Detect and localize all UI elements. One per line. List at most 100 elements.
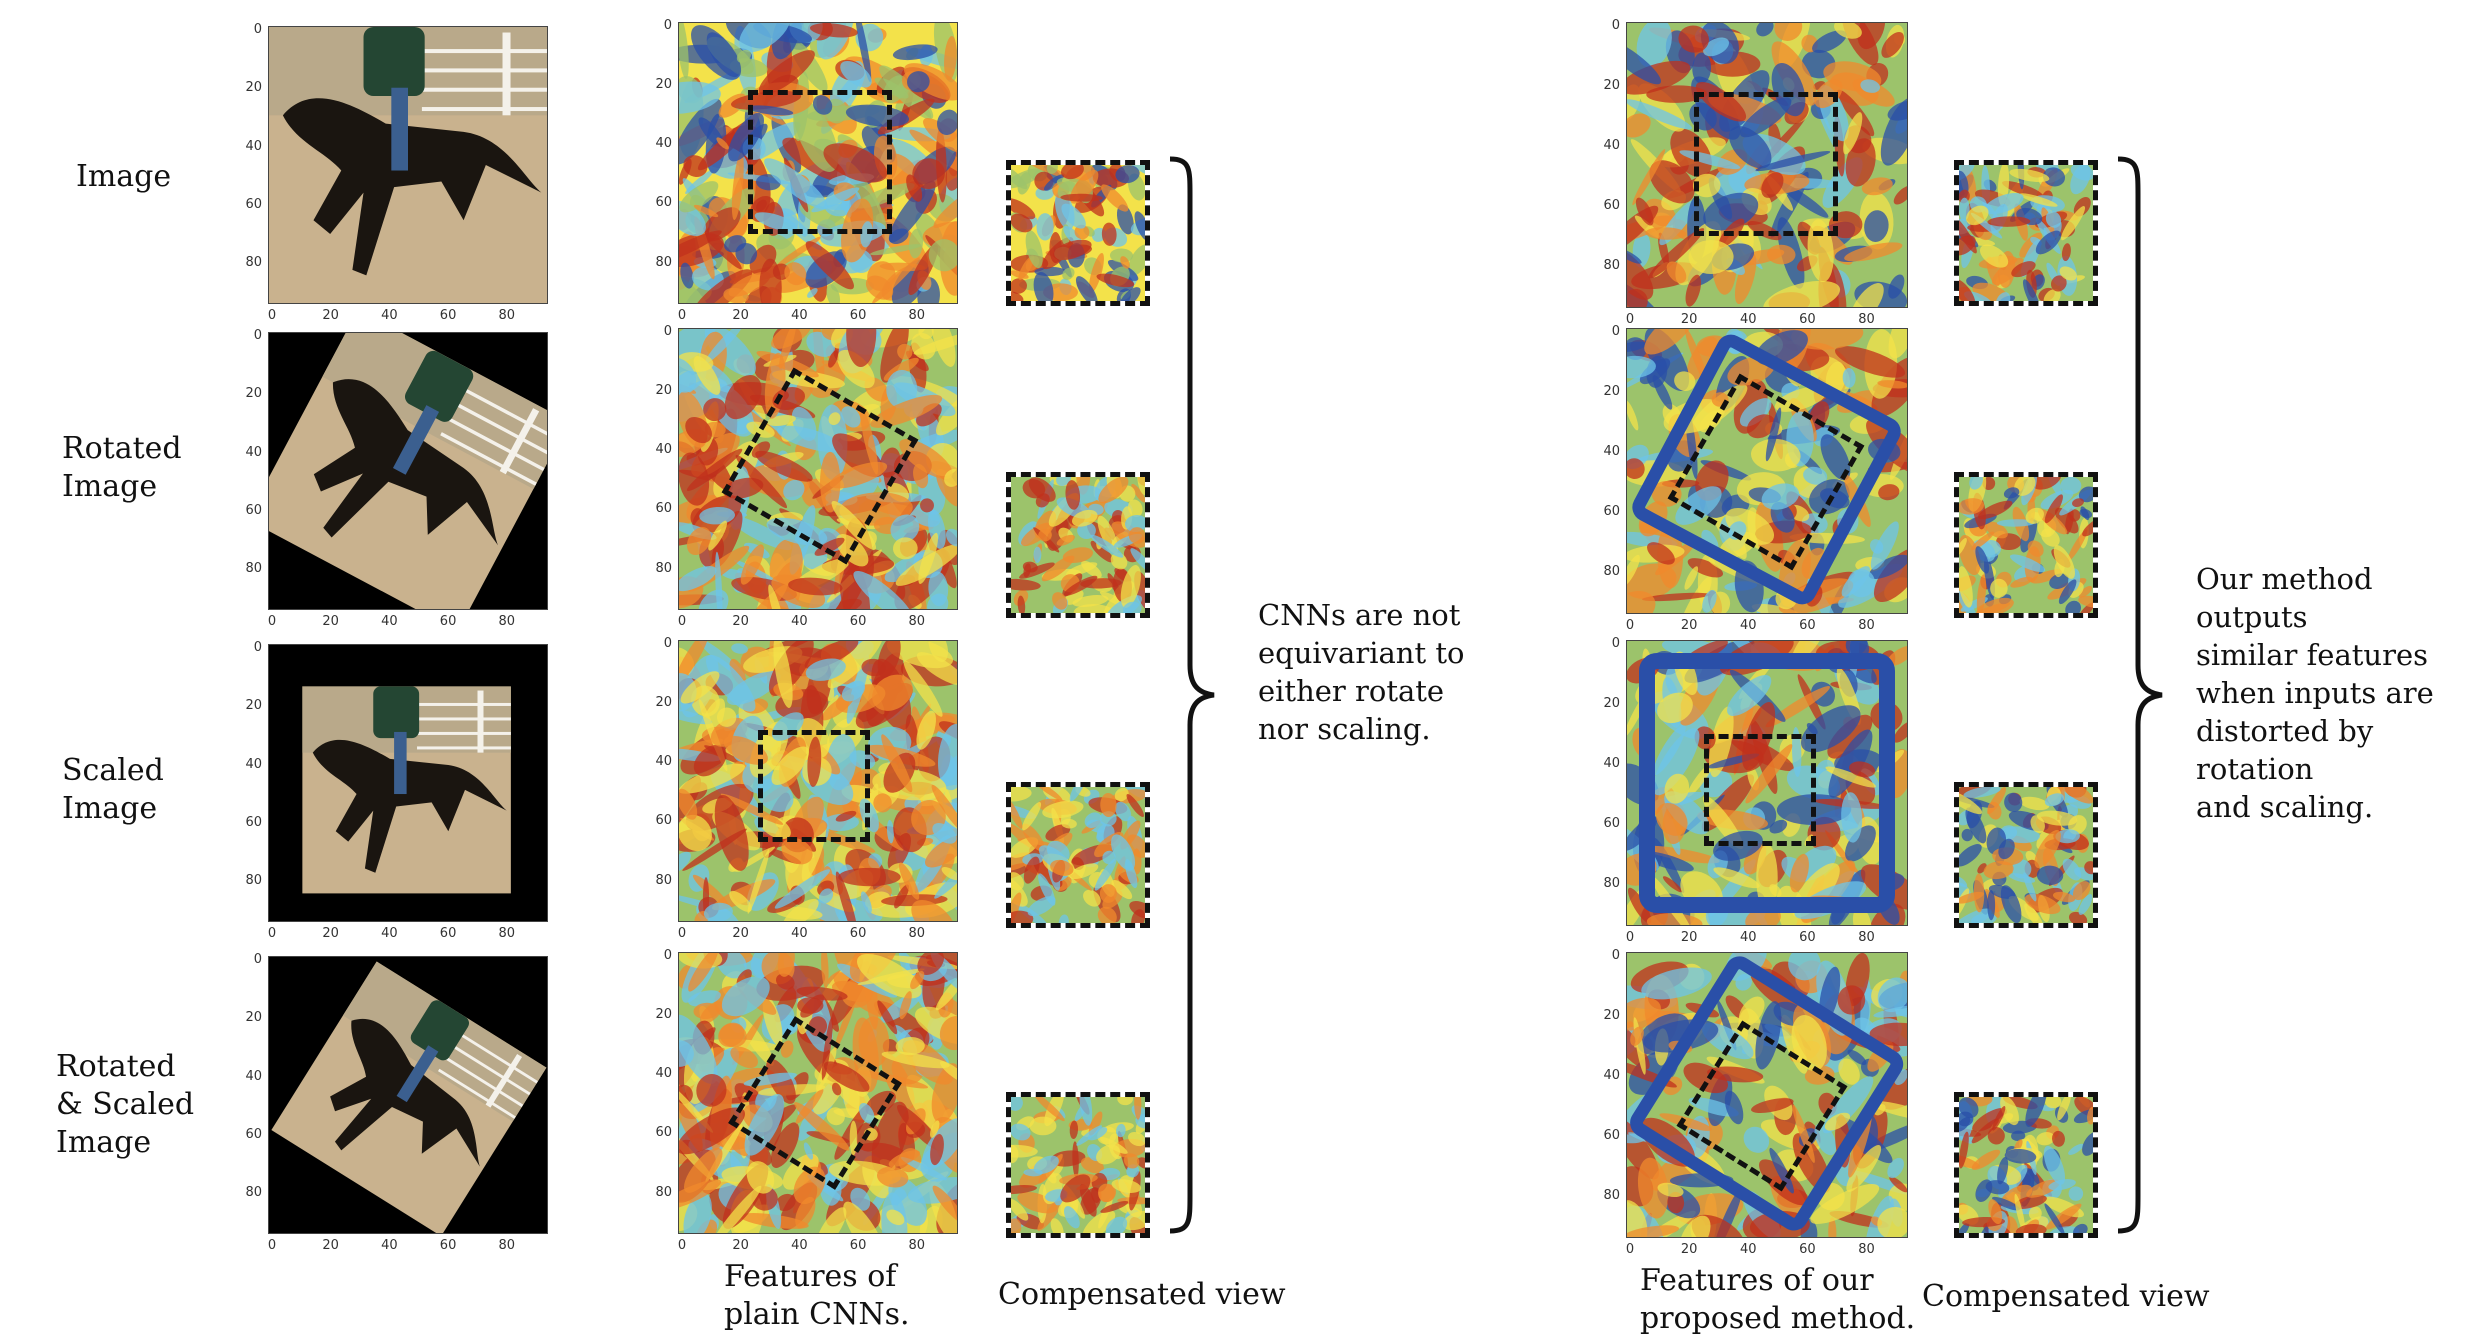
heat-blob <box>1824 1112 1851 1131</box>
y-tick-label: 80 <box>1603 876 1620 891</box>
heat-blob <box>1627 341 1647 353</box>
x-tick-label: 20 <box>322 308 339 323</box>
heat-blob <box>939 1016 957 1051</box>
note-ours: Our method outputs similar features when… <box>2196 562 2434 824</box>
heat-blob <box>907 71 930 93</box>
heat-blob <box>831 500 877 550</box>
heat-blob <box>2036 865 2064 885</box>
y-tick-label: 40 <box>245 444 262 460</box>
heat-blob <box>1011 1198 1029 1221</box>
heat-blob <box>805 241 854 290</box>
heat-blob <box>823 1061 870 1092</box>
heat-blob <box>758 50 815 95</box>
x-tick-label: 40 <box>1739 618 1757 633</box>
heat-blob <box>759 815 791 840</box>
x-tick-label: 0 <box>677 614 687 629</box>
heat-blob <box>766 517 828 546</box>
heat-blob <box>2031 477 2062 490</box>
x-tick-label: 60 <box>439 308 457 323</box>
heat-blob <box>1868 554 1907 579</box>
heat-blob <box>1724 1090 1744 1125</box>
x-tick-label: 40 <box>791 926 808 941</box>
heat-blob <box>1788 953 1821 981</box>
heat-blob <box>1755 151 1831 172</box>
heat-blob <box>827 641 883 689</box>
heat-blob <box>1038 528 1052 542</box>
heat-blob <box>2037 508 2068 535</box>
heat-blob <box>1828 1217 1837 1237</box>
heat-blob <box>771 746 810 785</box>
heat-blob <box>898 862 920 900</box>
heat-blob <box>703 398 727 422</box>
heat-blob <box>820 451 841 513</box>
heat-blob <box>803 1142 814 1160</box>
heat-blob <box>1814 1123 1837 1156</box>
heat-blob <box>2058 579 2077 605</box>
heat-blob <box>1099 884 1117 903</box>
cnn-feature-map <box>678 640 958 922</box>
heat-blob <box>2080 506 2090 521</box>
heat-blob <box>917 953 944 975</box>
heat-blob <box>692 269 753 303</box>
heat-blob <box>1756 23 1774 37</box>
heat-blob <box>2057 787 2093 804</box>
heat-blob <box>877 641 901 678</box>
heat-blob <box>764 158 828 210</box>
heat-blob <box>2082 518 2093 537</box>
heat-blob <box>1011 797 1023 829</box>
heat-blob <box>691 266 724 291</box>
heat-blob <box>855 23 872 83</box>
heat-blob <box>877 1000 898 1035</box>
heat-blob <box>840 60 872 88</box>
heat-blob <box>716 707 737 727</box>
heat-blob <box>747 849 770 914</box>
heat-blob <box>1023 1168 1043 1177</box>
heat-blob <box>2072 881 2091 901</box>
heat-blob <box>881 1051 950 1069</box>
y-tick-label: 80 <box>1603 564 1620 579</box>
brace-cnn <box>1169 156 1215 1234</box>
heat-blob <box>2052 891 2076 903</box>
heat-blob <box>1136 1157 1145 1169</box>
heat-blob <box>1711 392 1729 407</box>
heat-blob <box>720 793 784 825</box>
heat-blob <box>679 329 716 366</box>
heat-blob <box>1835 346 1906 378</box>
horse-silhouette <box>282 98 542 276</box>
x-tick-label: 20 <box>322 614 339 629</box>
heat-blob <box>2082 1131 2093 1156</box>
heat-blob <box>1869 1022 1907 1047</box>
heat-blob <box>1976 597 2014 613</box>
heat-blob <box>845 104 910 127</box>
y-tick-label: 40 <box>245 756 262 772</box>
heat-blob <box>1728 521 1747 540</box>
heat-blob <box>1069 863 1099 880</box>
heat-blob <box>1792 1104 1815 1163</box>
heat-blob <box>1836 89 1875 137</box>
x-tick-label: 0 <box>1625 618 1635 633</box>
y-tick-label: 80 <box>655 872 672 888</box>
brace-ours <box>2117 156 2163 1234</box>
heat-blob <box>933 188 957 229</box>
x-tick-label: 20 <box>732 614 749 629</box>
heat-blob <box>1750 438 1801 472</box>
heat-blob <box>2035 230 2062 255</box>
y-tick-label: 40 <box>1603 756 1620 771</box>
heat-blob <box>2061 206 2086 241</box>
heat-blob <box>2059 266 2077 281</box>
caption-ours-compensated: Compensated view <box>1922 1279 2210 1314</box>
heat-blob <box>913 332 957 355</box>
heat-blob <box>1094 858 1117 891</box>
heat-blob <box>1971 1149 2001 1170</box>
heat-blob <box>1090 534 1124 558</box>
heat-blob <box>836 534 869 567</box>
heat-blob <box>1052 592 1068 610</box>
heat-blob <box>679 98 722 165</box>
heat-blob <box>1881 31 1904 58</box>
horse-silhouette <box>312 739 507 873</box>
heat-blob <box>2052 1130 2065 1147</box>
heat-blob <box>908 228 924 259</box>
y-tick-label: 80 <box>245 873 262 889</box>
x-tick-label: 60 <box>1799 930 1816 945</box>
heat-blob <box>679 181 719 213</box>
